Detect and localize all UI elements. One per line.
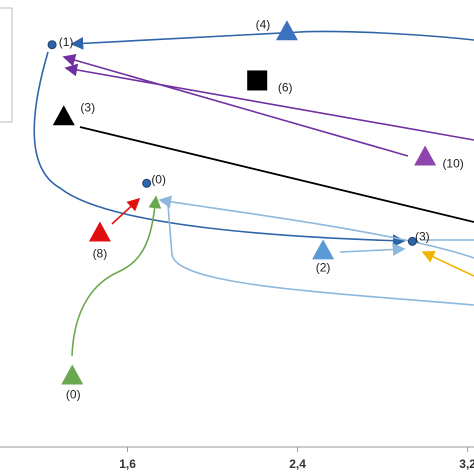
point-label: (3) <box>415 230 430 244</box>
point <box>142 178 152 188</box>
point <box>275 20 298 41</box>
x-tick-label: 3,2 <box>459 457 474 471</box>
point <box>88 221 111 242</box>
point <box>47 40 57 50</box>
x-tick-label: 2,4 <box>289 457 306 471</box>
point-label: (8) <box>93 247 108 261</box>
point-label: (2) <box>316 260 331 274</box>
point <box>407 236 417 246</box>
arrows <box>33 30 474 357</box>
point-label: (0) <box>66 388 81 402</box>
point-label: (1) <box>59 35 74 49</box>
point <box>312 239 335 260</box>
point <box>247 70 268 91</box>
legend-box <box>0 7 13 123</box>
x-tick-label: 1,6 <box>119 457 136 471</box>
point-label: (0) <box>151 172 166 186</box>
point-label: (4) <box>256 17 271 31</box>
point-label: (3) <box>80 100 95 114</box>
point-label: (10) <box>442 157 463 171</box>
point <box>414 145 437 166</box>
point-label: (6) <box>278 81 293 95</box>
point <box>52 105 75 126</box>
point <box>61 364 84 385</box>
